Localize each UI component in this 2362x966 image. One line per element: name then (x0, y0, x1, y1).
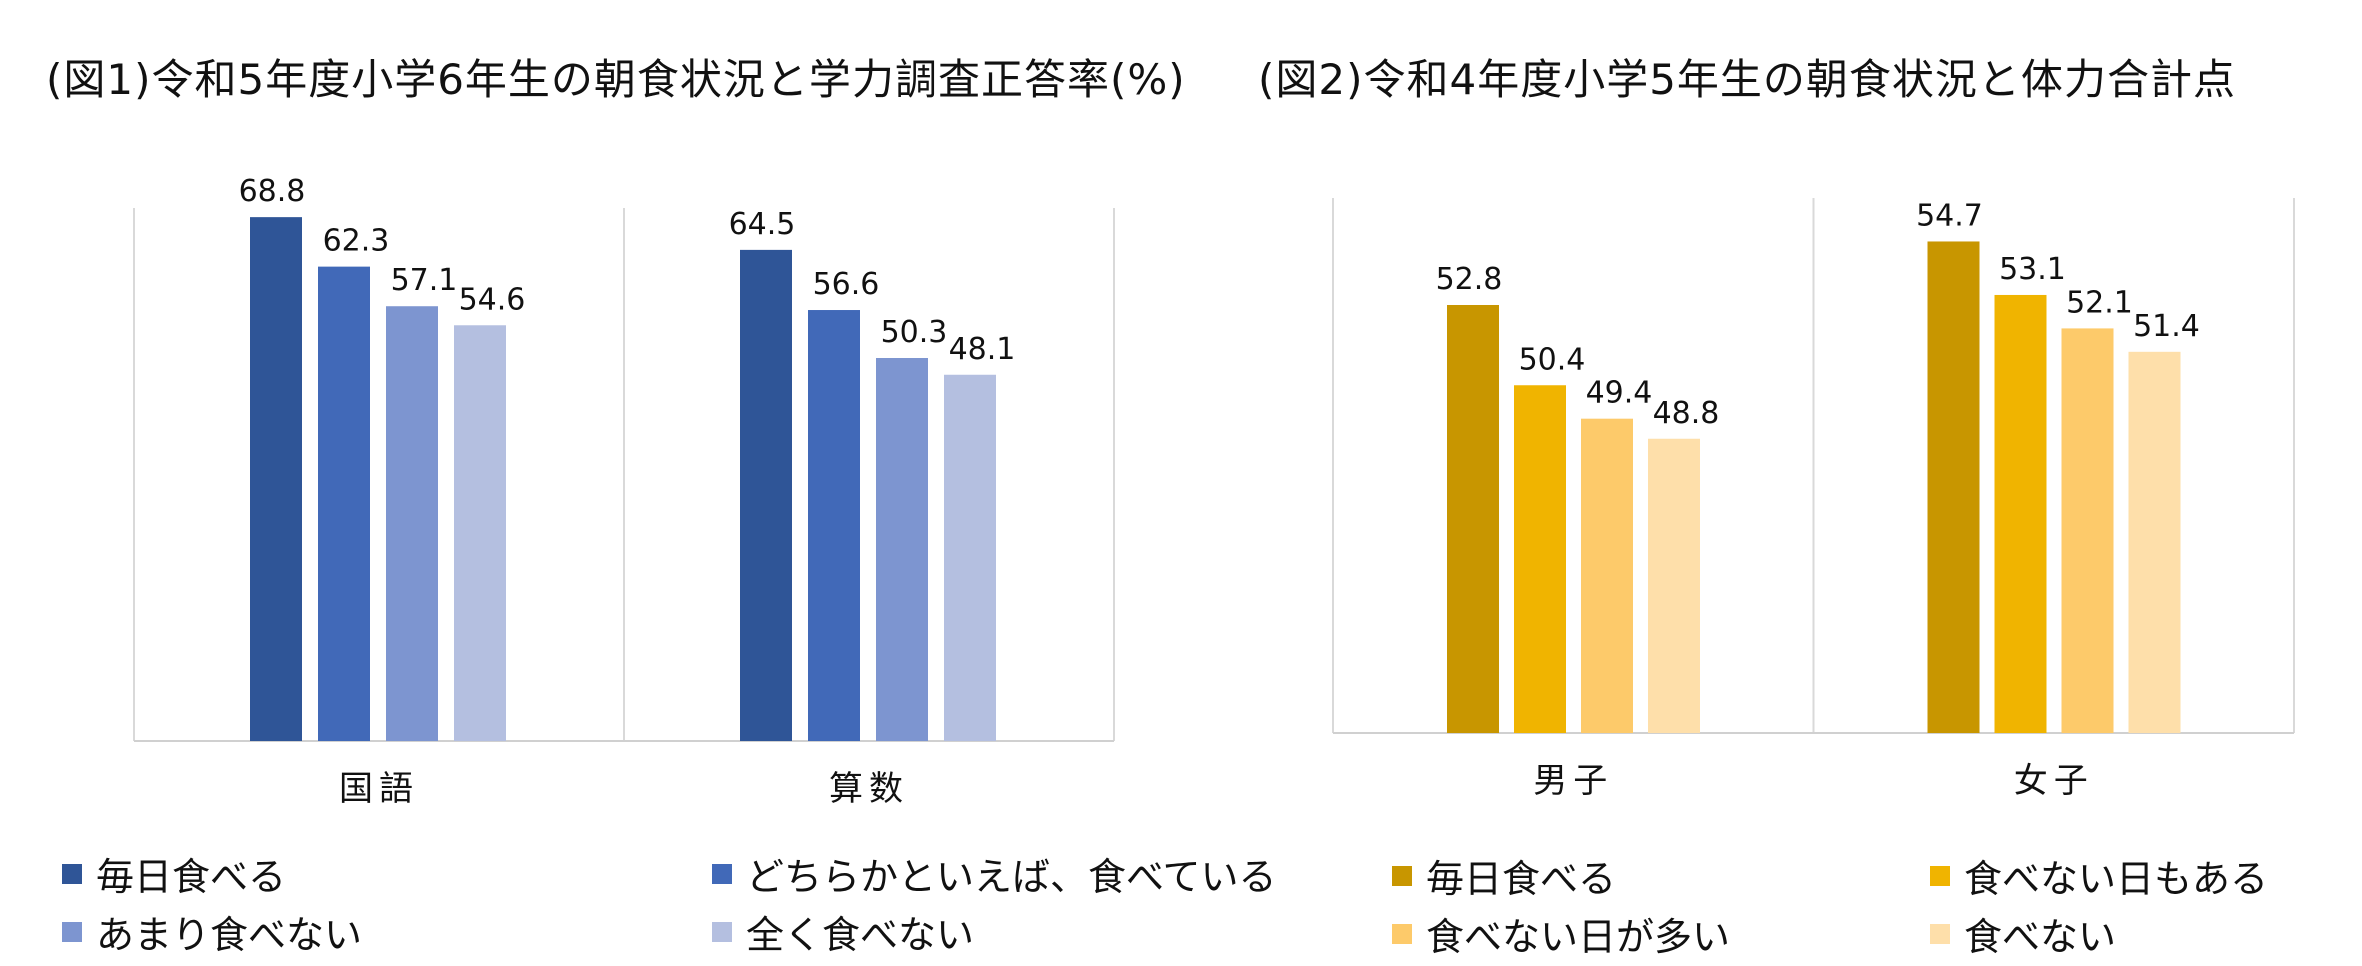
chart2-data-label-0-2: 49.4 (1586, 376, 1653, 411)
chart2-legend-swatch-1 (1930, 865, 1950, 886)
chart2-category-label-0: 男子 (1533, 761, 1613, 801)
chart2-legend-item-0: 毎日食べる (1392, 848, 1616, 903)
chart1-legend-item-0: 毎日食べる (62, 846, 286, 901)
chart2-category-label-1: 女子 (2014, 761, 2094, 801)
chart2-data-label-0-3: 48.8 (1653, 396, 1720, 431)
chart1-bar-0-3 (454, 325, 506, 741)
chart1-category-label-0: 国語 (339, 769, 419, 809)
chart1-legend-label-0: 毎日食べる (96, 855, 287, 899)
chart2-bar-0-0 (1447, 305, 1499, 733)
chart1-data-label-0-1: 62.3 (323, 224, 390, 259)
chart1-category-label-1: 算数 (829, 769, 909, 809)
chart1-bar-1-3 (944, 374, 996, 741)
chart2-data-label-1-1: 53.1 (1999, 252, 2066, 287)
chart2-bar-1-3 (2128, 351, 2181, 733)
chart1-bar-0-2 (386, 306, 438, 741)
chart2-legend-swatch-3 (1930, 923, 1950, 944)
chart1-legend-item-3: 全く食べない (712, 904, 974, 959)
chart1-data-label-1-3: 48.1 (949, 332, 1016, 367)
chart1-data-label-1-2: 50.3 (881, 315, 948, 350)
chart1-legend-item-1: どちらかといえば、食べている (712, 846, 1276, 901)
chart2-legend-label-2: 食べない日が多い (1426, 915, 1731, 959)
chart2-title: (図2)令和4年度小学5年生の朝食状況と体力合計点 (1258, 55, 2236, 104)
chart2-bar-1-2 (2061, 328, 2114, 733)
chart2-legend-item-2: 食べない日が多い (1392, 906, 1730, 961)
chart1-legend-item-2: あまり食べない (62, 904, 362, 959)
chart1-legend-swatch-0 (62, 863, 82, 884)
chart1-bar-0-1 (318, 266, 370, 741)
chart2-data-label-1-2: 52.1 (2066, 285, 2133, 320)
chart2-data-label-0-0: 52.8 (1436, 262, 1503, 297)
chart2-data-label-1-3: 51.4 (2133, 309, 2200, 344)
chart2-legend-label-0: 毎日食べる (1426, 857, 1617, 901)
chart1-data-label-0-3: 54.6 (459, 282, 526, 317)
chart2-bar-0-2 (1581, 418, 1633, 733)
chart2-legend-label-1: 食べない日もある (1964, 857, 2269, 901)
chart2-legend-item-3: 食べない (1930, 906, 2116, 961)
chart2-legend-swatch-2 (1392, 923, 1412, 944)
chart1-legend-label-1: どちらかといえば、食べている (746, 855, 1277, 899)
chart1-legend-swatch-1 (712, 863, 732, 884)
chart2-data-label-1-0: 54.7 (1916, 198, 1983, 233)
chart2-legend-item-1: 食べない日もある (1930, 848, 2268, 903)
chart2-legend-label-3: 食べない (1964, 915, 2117, 959)
chart1-legend-swatch-2 (62, 921, 82, 942)
chart1-data-label-1-0: 64.5 (729, 207, 796, 242)
chart2-bar-1-1 (1994, 294, 2047, 733)
chart2-bar-0-1 (1514, 385, 1566, 733)
chart2-data-label-0-1: 50.4 (1519, 342, 1586, 377)
chart2-bar-0-3 (1648, 438, 1700, 733)
chart1-legend-label-2: あまり食べない (96, 913, 363, 957)
chart1-bar-0-0 (250, 217, 302, 741)
chart1-bar-1-0 (740, 249, 792, 741)
chart1-legend-swatch-3 (712, 921, 732, 942)
chart1-bar-1-2 (876, 358, 928, 741)
chart2-legend-swatch-0 (1392, 865, 1412, 886)
chart1-data-label-1-1: 56.6 (813, 267, 880, 302)
chart1-title: (図1)令和5年度小学6年生の朝食状況と学力調査正答率(%) (46, 55, 1186, 104)
chart1-data-label-0-2: 57.1 (391, 263, 458, 298)
chart1-legend-label-3: 全く食べない (746, 913, 975, 957)
chart1-bar-1-1 (808, 310, 860, 741)
chart1-data-label-0-0: 68.8 (239, 174, 306, 209)
chart2-bar-1-0 (1927, 241, 1980, 733)
